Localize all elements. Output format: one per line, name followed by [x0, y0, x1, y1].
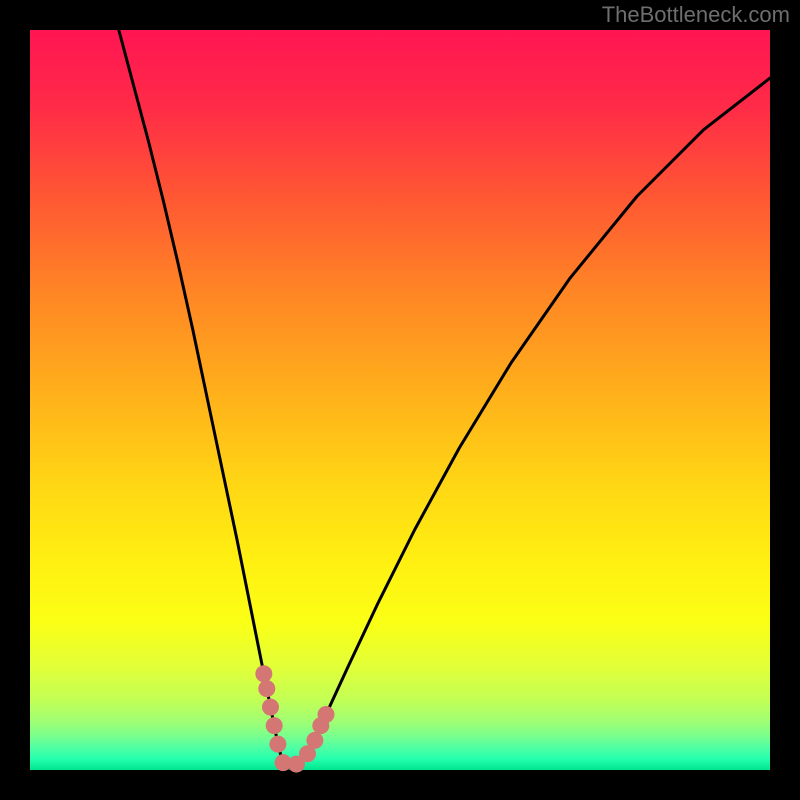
plot-area: [30, 30, 770, 770]
watermark-text: TheBottleneck.com: [602, 2, 790, 28]
bottleneck-chart: [0, 0, 800, 800]
